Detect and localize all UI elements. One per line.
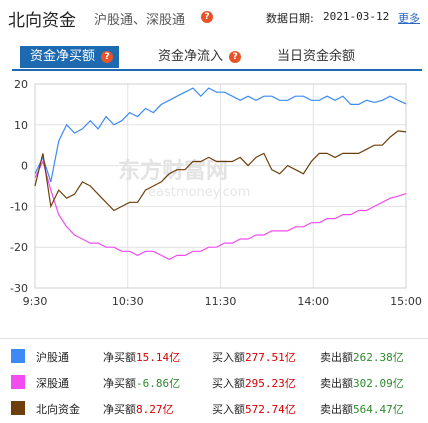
buy-label: 买入额	[212, 351, 245, 364]
tab-bar: 资金净买额 ? 资金净流入 ? 当日资金余额	[0, 42, 428, 72]
x-tick-label: 15:00	[390, 295, 422, 308]
series-line	[34, 87, 407, 183]
buy-value: 295.23亿	[245, 377, 296, 390]
buy-label: 买入额	[212, 377, 245, 390]
series-line	[34, 159, 407, 261]
net-buy-chart: 东方财富网 eastmoney.com 20 10 0 -10 -20 -30 9:30 1…	[10, 78, 422, 308]
legend-swatch	[11, 349, 25, 363]
tab-daily-balance-label: 当日资金余额	[277, 49, 356, 64]
legend-sell: 卖出额302.09亿	[320, 375, 404, 391]
sell-label: 卖出额	[320, 403, 353, 416]
net-value: -6.86亿	[136, 377, 181, 390]
legend-row-sz: 深股通 净买额-6.86亿 买入额295.23亿 卖出额302.09亿	[0, 370, 428, 394]
tab-net-inflow-label: 资金净流入	[158, 49, 224, 64]
x-tick-label: 10:30	[112, 295, 144, 308]
chart-watermark: 东方财富网	[118, 158, 228, 184]
sell-value: 564.47亿	[353, 403, 404, 416]
y-tick-label: 0	[21, 160, 28, 173]
net-label: 净买额	[103, 351, 136, 364]
legend-net: 净买额15.14亿	[103, 349, 180, 365]
x-tick-label: 11:30	[205, 295, 237, 308]
legend-buy: 买入额295.23亿	[212, 375, 296, 391]
legend-name: 北向资金	[36, 403, 80, 416]
help-icon[interactable]: ?	[201, 11, 213, 23]
legend-sell: 卖出额564.47亿	[320, 401, 404, 417]
buy-value: 572.74亿	[245, 403, 296, 416]
y-tick-label: -30	[10, 282, 28, 295]
tab-daily-balance[interactable]: 当日资金余额	[277, 46, 355, 68]
legend-buy: 买入额572.74亿	[212, 401, 296, 417]
x-axis: 9:30 10:30 11:30 14:00 15:00	[23, 295, 422, 308]
x-tick-label: 14:00	[297, 295, 329, 308]
y-axis: 20 10 0 -10 -20 -30	[10, 78, 28, 295]
legend-buy: 买入额277.51亿	[212, 349, 296, 365]
x-tick-label: 9:30	[23, 295, 48, 308]
chart-series	[34, 87, 407, 261]
series-line	[34, 130, 407, 212]
legend-row-north: 北向资金 净买额8.27亿 买入额572.74亿 卖出额564.47亿	[0, 396, 428, 420]
net-value: 8.27亿	[136, 403, 174, 416]
legend-table: 沪股通 净买额15.14亿 买入额277.51亿 卖出额262.38亿 深股通 …	[0, 338, 428, 423]
y-tick-label: 10	[14, 119, 28, 132]
sell-label: 卖出额	[320, 377, 353, 390]
more-link[interactable]: 更多	[398, 12, 420, 25]
y-tick-label: 20	[14, 78, 28, 91]
buy-label: 买入额	[212, 403, 245, 416]
sell-label: 卖出额	[320, 351, 353, 364]
legend-sell: 卖出额262.38亿	[320, 349, 404, 365]
tab-net-inflow[interactable]: 资金净流入 ?	[158, 46, 242, 68]
legend-name: 深股通	[36, 377, 69, 390]
date-label: 数据日期:	[266, 12, 314, 25]
help-icon[interactable]: ?	[229, 51, 242, 63]
page-header: 北向资金 沪股通、深股通 ? 数据日期: 2021-03-12 更多	[0, 0, 428, 34]
tab-underline	[12, 69, 422, 71]
chart-watermark-sub: eastmoney.com	[148, 185, 250, 200]
sell-value: 302.09亿	[353, 377, 404, 390]
date-value: 2021-03-12	[323, 10, 390, 23]
help-icon[interactable]: ?	[101, 51, 114, 63]
tab-net-buy-label: 资金净买额	[30, 49, 96, 64]
net-value: 15.14亿	[136, 351, 181, 364]
legend-swatch	[11, 401, 25, 415]
net-label: 净买额	[103, 403, 136, 416]
net-label: 净买额	[103, 377, 136, 390]
tab-net-buy[interactable]: 资金净买额 ?	[20, 46, 120, 68]
legend-net: 净买额8.27亿	[103, 401, 174, 417]
page-subtitle: 沪股通、深股通	[94, 13, 186, 28]
page-title: 北向资金	[8, 11, 76, 31]
legend-row-sh: 沪股通 净买额15.14亿 买入额277.51亿 卖出额262.38亿	[0, 344, 428, 368]
buy-value: 277.51亿	[245, 351, 296, 364]
y-tick-label: -10	[10, 200, 28, 213]
legend-swatch	[11, 375, 25, 389]
sell-value: 262.38亿	[353, 351, 404, 364]
legend-name: 沪股通	[36, 351, 69, 364]
legend-net: 净买额-6.86亿	[103, 375, 180, 391]
y-tick-label: -20	[10, 241, 28, 254]
